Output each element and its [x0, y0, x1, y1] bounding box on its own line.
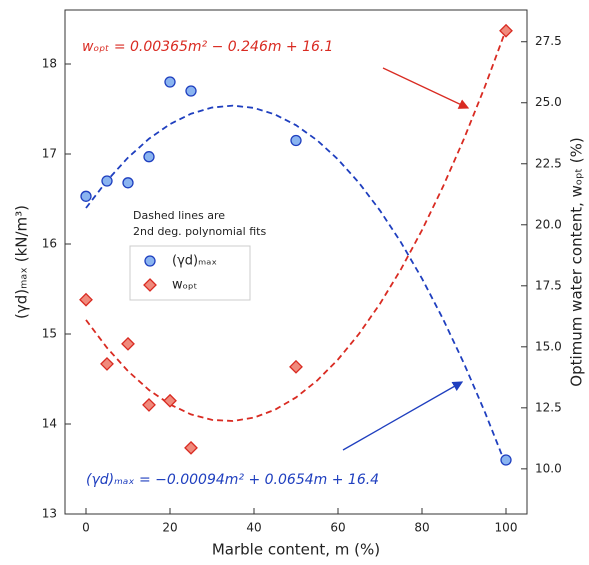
point	[184, 440, 198, 455]
fit-line	[85, 29, 507, 422]
point	[289, 359, 303, 374]
point	[163, 393, 177, 408]
y-tick-label: 18	[42, 57, 57, 71]
x-tick-label: 40	[246, 521, 261, 535]
y-tick-label: 14	[42, 417, 57, 431]
legend-marker	[143, 278, 157, 292]
x-tick-label: 0	[82, 521, 90, 535]
point	[185, 85, 197, 97]
arrow	[342, 381, 464, 451]
y2-tick-label: 22.5	[535, 156, 562, 170]
point	[164, 76, 176, 88]
point	[121, 336, 135, 351]
y2-tick-label: 15.0	[535, 339, 562, 353]
point	[290, 134, 302, 147]
legend-marker	[144, 255, 156, 267]
plot-frame	[64, 9, 528, 515]
point	[101, 175, 113, 187]
y2-tick-label: 17.5	[535, 278, 562, 292]
legend-label: (γd)ₘₐₓ	[172, 254, 217, 269]
point	[122, 177, 134, 189]
point	[500, 454, 512, 466]
y2-tick-label: 12.5	[535, 400, 562, 414]
y2-tick-label: 20.0	[535, 217, 562, 231]
point	[499, 23, 513, 38]
point	[143, 151, 155, 163]
fit-line	[85, 104, 507, 466]
annotation: wₒₚₜ = 0.00365m² − 0.246m + 16.1	[82, 39, 333, 55]
y2-tick-label: 10.0	[535, 461, 562, 475]
y-axis-label: (γd)ₘₐₓ (kN/m³)	[13, 205, 31, 319]
x-tick-label: 60	[330, 521, 345, 535]
note: Dashed lines are	[133, 209, 225, 222]
y2-axis-label: Optimum water content, wₒₚₜ (%)	[568, 137, 586, 386]
point	[100, 356, 114, 371]
y-tick-label: 13	[42, 507, 57, 521]
point	[79, 292, 93, 307]
y-tick-label: 15	[42, 327, 57, 341]
y-tick-label: 16	[42, 237, 57, 251]
x-axis-label: Marble content, m (%)	[212, 541, 380, 559]
y2-tick-label: 27.5	[535, 34, 562, 48]
point	[80, 190, 92, 202]
annotation: (γd)ₘₐₓ = −0.00094m² + 0.0654m + 16.4	[86, 472, 379, 488]
arrow	[382, 67, 470, 109]
point	[142, 397, 156, 412]
legend-label: wₒₚₜ	[172, 278, 198, 293]
x-tick-label: 100	[495, 521, 518, 535]
y-tick-label: 17	[42, 147, 57, 161]
x-tick-label: 20	[162, 521, 177, 535]
y2-tick-label: 25.0	[535, 95, 562, 109]
note: 2nd deg. polynomial fits	[133, 225, 266, 238]
x-tick-label: 80	[414, 521, 429, 535]
